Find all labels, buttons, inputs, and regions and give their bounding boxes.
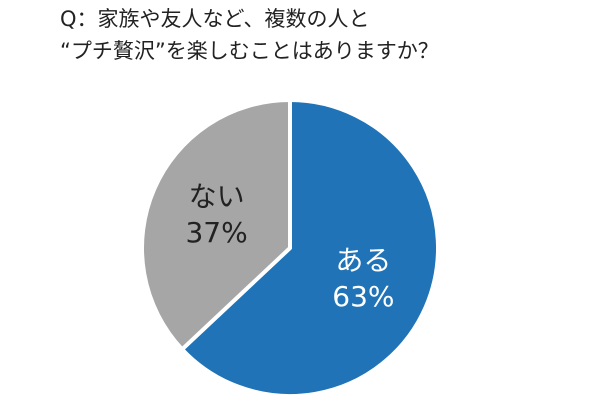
slice-label: ある (335, 244, 391, 277)
pie-slice (180, 98, 440, 398)
value-label: 63% (332, 280, 394, 313)
value-label: 37% (185, 216, 247, 249)
slice-label: ない (189, 180, 245, 213)
pie-slice (140, 98, 292, 352)
chart-title: “プチ贅沢”を楽しむことはありますか？ (60, 39, 439, 63)
chart-title: Q：家族や友人など、複数の人と (60, 7, 369, 31)
